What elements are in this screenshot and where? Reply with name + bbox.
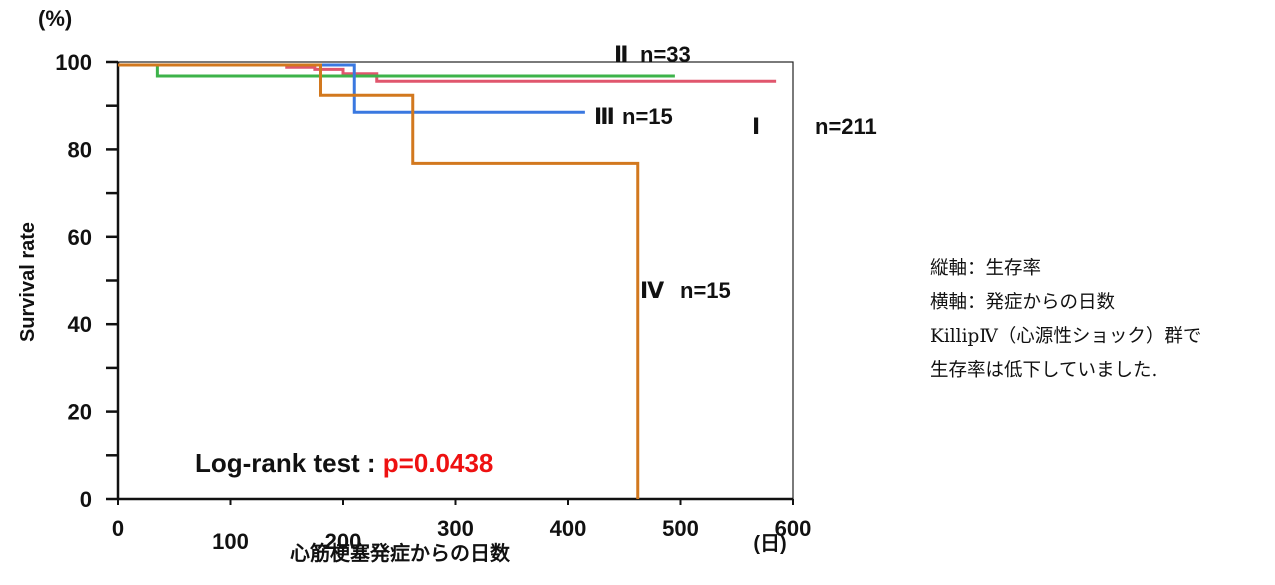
- x-axis-title: 心筋梗塞発症からの日数: [290, 541, 511, 565]
- group-label-iii: Ⅲ: [594, 104, 615, 129]
- x-tick-label: 400: [550, 516, 587, 541]
- series-layer: [118, 63, 777, 499]
- x-unit-label: (日): [753, 533, 786, 555]
- y-ticks: 0 20 40 60 80 100: [55, 50, 118, 512]
- note-line-2: 横軸：発症からの日数: [930, 292, 1116, 313]
- y-axis-title: Survival rate: [17, 222, 39, 342]
- x-tick-label: 0: [112, 516, 124, 541]
- y-tick-label: 100: [55, 50, 92, 75]
- x-tick-label: 500: [662, 516, 699, 541]
- x-tick-label: 600: [775, 516, 812, 541]
- survival-line-2: [118, 63, 675, 78]
- y-tick-label: 80: [68, 137, 92, 162]
- survival-line-1: [118, 63, 777, 83]
- survival-line-4: [118, 63, 640, 499]
- explanation-notes: 縦軸：生存率 横軸：発症からの日数 KillipⅣ（心源性ショック）群で 生存率…: [930, 252, 1201, 388]
- group-label-ii: Ⅱ: [614, 42, 629, 67]
- x-tick-label: 100: [212, 529, 249, 554]
- group-n-i: n=211: [815, 114, 877, 139]
- x-tick-label: 200: [325, 529, 362, 554]
- group-n-iv: n=15: [680, 278, 731, 303]
- logrank-annotation: Log-rank test : p=0.0438: [195, 448, 493, 478]
- group-label-i: Ⅰ: [752, 114, 760, 139]
- note-line-1: 縦軸：生存率: [930, 258, 1042, 279]
- y-tick-label: 40: [68, 312, 92, 337]
- y-tick-label: 20: [68, 400, 92, 425]
- note-line-3: KillipⅣ（心源性ショック）群で: [930, 326, 1202, 347]
- survival-line-3: [118, 63, 585, 114]
- y-tick-label: 0: [80, 487, 92, 512]
- y-tick-label: 60: [68, 225, 92, 250]
- note-line-4: 生存率は低下していました.: [930, 360, 1158, 381]
- logrank-p-value: p=0.0438: [383, 448, 494, 478]
- group-n-ii: n=33: [640, 42, 691, 67]
- logrank-label: Log-rank test :: [195, 448, 383, 478]
- group-label-iv: Ⅳ: [640, 278, 665, 303]
- x-ticks: 0 100 200 300 400 500 600: [112, 499, 811, 554]
- group-n-iii: n=15: [622, 104, 673, 129]
- x-tick-label: 300: [437, 516, 474, 541]
- y-unit-label: (%): [38, 6, 72, 31]
